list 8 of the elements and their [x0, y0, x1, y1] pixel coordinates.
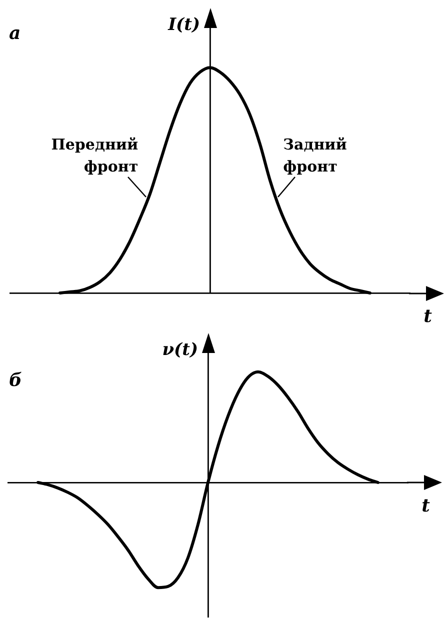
chart-title: б	[9, 370, 22, 391]
annotation: Передний фронт	[51, 135, 138, 176]
annotation: Задний фронт	[283, 135, 347, 176]
chart-title: а	[9, 23, 21, 44]
x-axis-title: t	[424, 306, 433, 327]
y-axis-title: I(t)	[167, 15, 200, 35]
x-axis-title: t	[422, 496, 431, 517]
y-axis-title: ν(t)	[162, 340, 198, 360]
